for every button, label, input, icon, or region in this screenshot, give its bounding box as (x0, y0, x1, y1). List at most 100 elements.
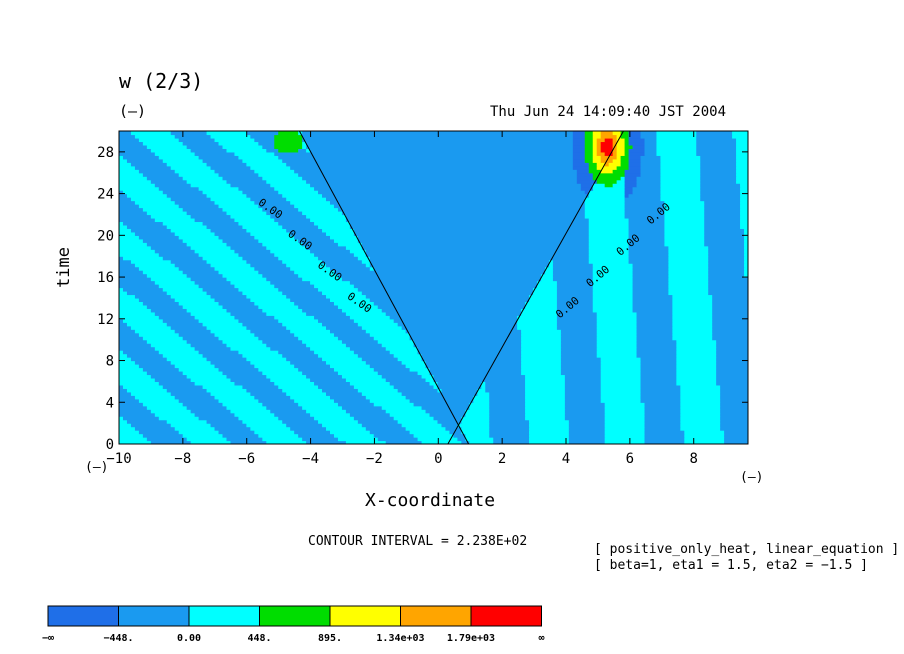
field-cell (736, 179, 748, 184)
field-cell (485, 388, 526, 393)
field-cell (588, 231, 630, 236)
field-cell (696, 141, 737, 146)
field-cell (266, 277, 303, 282)
field-cell (119, 343, 152, 348)
field-cell (644, 405, 681, 410)
field-cell (660, 193, 701, 198)
field-cell (138, 266, 180, 271)
x-tick-label: 6 (626, 451, 634, 467)
field-cell (732, 131, 748, 136)
field-cell (592, 270, 634, 275)
field-cell (533, 290, 558, 296)
field-cell (254, 364, 295, 369)
field-cell (604, 409, 646, 414)
field-cell (712, 332, 748, 337)
field-cell (119, 360, 136, 365)
field-cell (744, 273, 748, 278)
field-cell (254, 200, 291, 205)
field-cell (329, 395, 367, 400)
field-cell (556, 280, 594, 285)
field-cell (592, 301, 634, 306)
field-cell (656, 148, 697, 153)
field-cell (465, 433, 490, 438)
field-cell (660, 165, 701, 170)
field-cell (708, 287, 748, 292)
colorbar-label: 895. (318, 633, 342, 644)
field-cell (306, 440, 347, 444)
x-tick-label: −6 (238, 451, 255, 467)
field-cell (318, 384, 355, 389)
field-cell (202, 221, 240, 226)
field-cell (672, 304, 713, 309)
field-cell (600, 370, 642, 376)
field-cell (521, 367, 562, 372)
field-cell (624, 186, 634, 191)
field-cell (222, 273, 263, 278)
field-cell (596, 332, 638, 337)
field-cell (294, 332, 335, 337)
field-cell (302, 131, 574, 136)
field-cell (644, 144, 658, 149)
field-cell (708, 277, 748, 282)
field-cell (632, 308, 673, 313)
field-cell (664, 214, 705, 219)
field-cell (592, 273, 634, 278)
field-cell (489, 433, 530, 438)
field-cell (318, 419, 359, 424)
colorbar-swatch (259, 605, 331, 627)
field-cell (636, 339, 677, 344)
field-cell (306, 343, 347, 348)
field-cell (417, 350, 522, 355)
field-cell (628, 249, 669, 254)
field-cell (628, 162, 642, 167)
field-cell (178, 301, 220, 306)
field-cell (664, 200, 705, 205)
field-cell (246, 259, 283, 264)
field-cell (130, 259, 172, 264)
field-cell (640, 360, 677, 365)
field-cell (708, 256, 745, 261)
field-cell (600, 391, 642, 396)
field-cell (326, 391, 363, 396)
field-cell (341, 339, 379, 344)
field-cell (134, 263, 176, 268)
field-cell (154, 151, 196, 156)
field-cell (234, 412, 275, 417)
field-cell (712, 336, 748, 341)
field-cell (461, 430, 490, 435)
field-cell (604, 405, 646, 410)
field-cell (119, 381, 160, 386)
field-cell (720, 426, 748, 431)
field-cell (736, 165, 748, 170)
field-cell (230, 311, 267, 316)
field-cell (596, 353, 638, 358)
field-cell (322, 259, 363, 264)
field-cell (600, 398, 642, 403)
field-cell (254, 301, 295, 306)
field-cell (218, 172, 259, 177)
field-cell (282, 322, 323, 327)
field-cell (274, 141, 303, 146)
field-cell (632, 301, 673, 306)
field-cell (126, 158, 164, 163)
field-cell (318, 256, 359, 261)
field-cell (214, 426, 251, 431)
field-cell (660, 176, 701, 181)
field-cell (676, 339, 717, 344)
field-cell (294, 169, 578, 174)
field-cell (588, 249, 630, 254)
x-tick-label: −8 (174, 451, 191, 467)
field-cell (660, 190, 701, 195)
field-cell (409, 332, 522, 337)
field-cell (150, 409, 192, 414)
field-cell (636, 183, 662, 188)
field-cell (230, 346, 271, 351)
field-cell (278, 256, 319, 261)
field-cell (222, 176, 263, 181)
field-cell (556, 325, 598, 330)
colorbar-swatch (118, 605, 190, 627)
field-cell (525, 416, 566, 421)
field-cell (230, 440, 267, 444)
field-cell (612, 137, 618, 143)
field-cell (632, 290, 669, 296)
